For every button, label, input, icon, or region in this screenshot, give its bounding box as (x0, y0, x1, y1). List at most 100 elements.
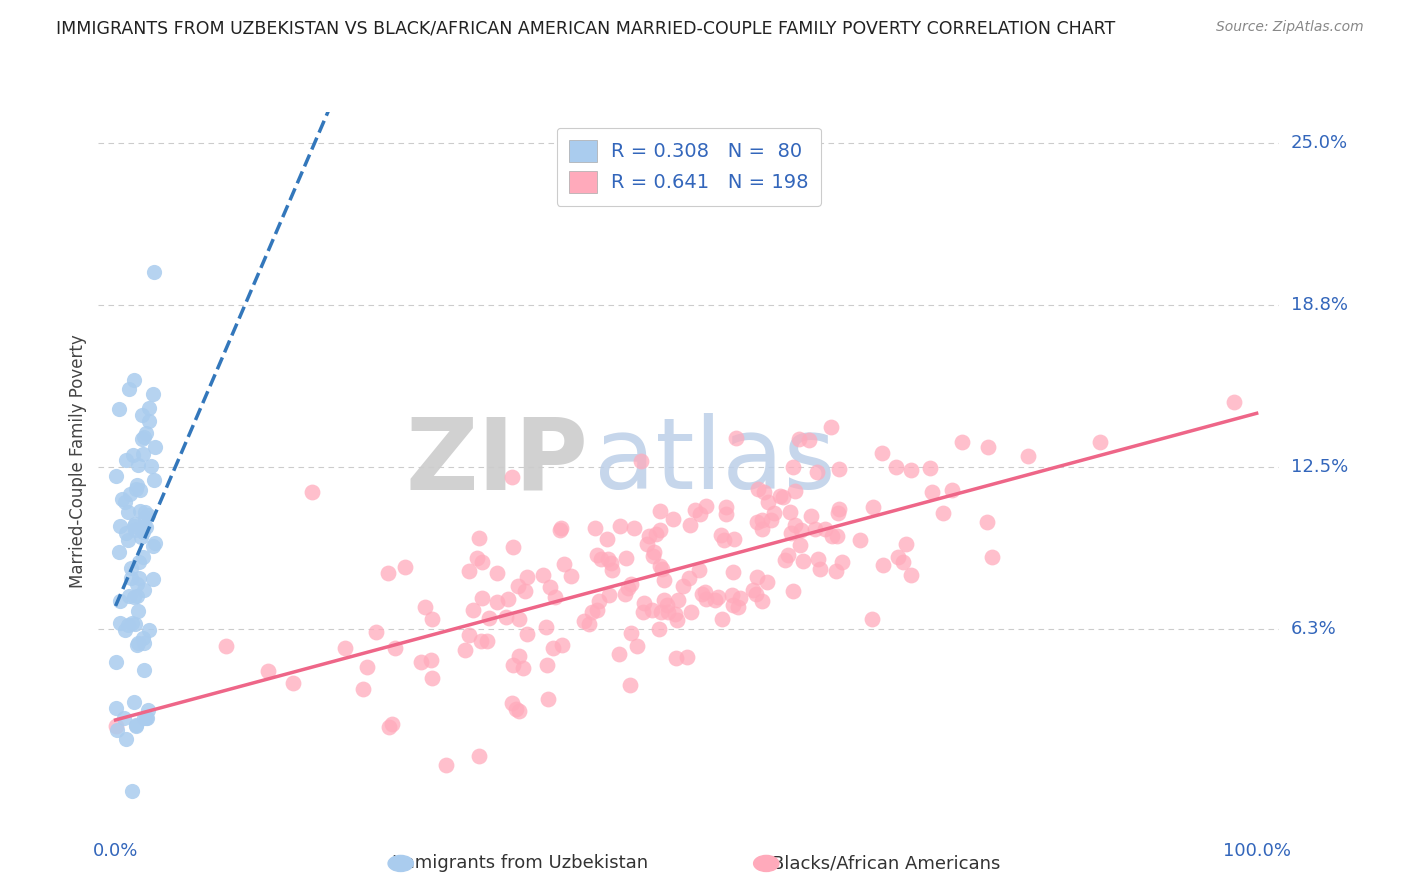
Point (465, 551, 488, 566)
Point (118, 487, 141, 501)
Point (900, 568, 922, 582)
Point (541, 641, 564, 656)
Point (756, 574, 779, 589)
Point (578, 617, 600, 632)
Point (747, 482, 769, 496)
Point (813, 522, 835, 536)
Point (468, 749, 491, 764)
Point (1088, 435, 1111, 450)
Point (769, 489, 792, 503)
Point (887, 549, 910, 564)
Point (598, 588, 620, 602)
Point (135, 425, 157, 440)
Point (142, 474, 165, 488)
Point (115, 526, 138, 541)
Point (128, 504, 150, 518)
Point (121, 784, 143, 798)
Point (695, 585, 717, 599)
Point (214, 639, 236, 653)
Point (134, 505, 156, 519)
Point (598, 552, 620, 566)
Point (831, 555, 853, 569)
Point (506, 579, 529, 593)
Point (131, 432, 153, 446)
Point (704, 592, 727, 607)
Point (538, 580, 561, 594)
Point (114, 624, 136, 638)
Point (496, 591, 519, 606)
Point (485, 595, 508, 609)
Point (614, 587, 637, 601)
Point (124, 616, 146, 631)
Point (614, 550, 637, 565)
Point (124, 519, 146, 533)
Point (695, 591, 717, 606)
Point (129, 530, 152, 544)
Point (752, 485, 775, 500)
Point (870, 446, 893, 460)
Point (650, 562, 672, 576)
Point (664, 607, 686, 621)
Point (413, 599, 436, 614)
Point (409, 655, 432, 669)
Point (1017, 449, 1039, 463)
Text: 25.0%: 25.0% (1291, 134, 1348, 152)
Point (588, 594, 610, 608)
Point (751, 513, 773, 527)
Point (142, 572, 165, 586)
Point (551, 638, 574, 652)
Point (727, 599, 749, 614)
Point (671, 579, 693, 593)
Point (125, 577, 148, 591)
Point (333, 641, 356, 656)
Point (120, 571, 142, 585)
Point (124, 695, 146, 709)
Point (142, 540, 165, 554)
Point (512, 661, 534, 675)
Point (607, 647, 630, 661)
Point (364, 624, 387, 639)
Point (107, 401, 129, 416)
Point (394, 559, 416, 574)
Point (710, 612, 733, 626)
Point (553, 557, 575, 571)
Point (714, 507, 737, 521)
Point (600, 563, 623, 577)
Point (125, 589, 148, 603)
Point (502, 541, 524, 555)
Point (135, 711, 157, 725)
Point (132, 430, 155, 444)
Point (828, 502, 851, 516)
Point (617, 582, 640, 596)
Point (531, 568, 554, 582)
Point (589, 551, 612, 566)
Point (824, 564, 846, 578)
Point (356, 659, 378, 673)
Point (827, 506, 849, 520)
Point (122, 590, 145, 604)
Point (114, 453, 136, 467)
Point (583, 521, 606, 535)
Point (720, 588, 742, 602)
Point (125, 718, 148, 732)
Point (676, 649, 699, 664)
Point (143, 440, 166, 454)
Point (862, 500, 884, 514)
Point (505, 702, 527, 716)
Point (679, 605, 702, 619)
Point (745, 586, 768, 600)
Point (747, 515, 769, 529)
Point (127, 636, 149, 650)
Point (633, 596, 655, 610)
Point (665, 651, 688, 665)
Point (127, 458, 149, 472)
Point (560, 569, 582, 583)
Point (548, 523, 571, 537)
Point (630, 454, 652, 468)
Point (981, 549, 1004, 564)
Point (135, 711, 157, 725)
Point (932, 506, 955, 520)
Point (789, 538, 811, 552)
Point (773, 553, 796, 567)
Point (145, 535, 167, 549)
